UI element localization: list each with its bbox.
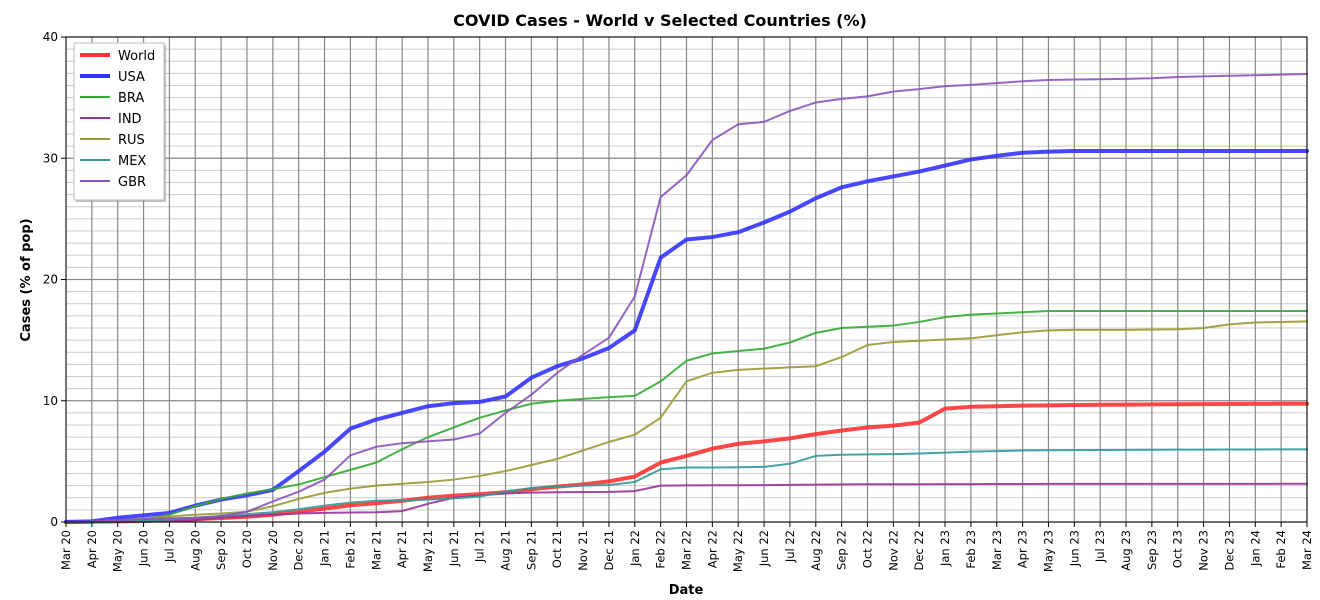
x-tick-label: Dec 21: [602, 530, 616, 571]
x-tick-label: May 23: [1041, 530, 1055, 572]
legend-label-mex: MEX: [118, 154, 146, 169]
x-tick-label: May 20: [111, 530, 125, 572]
x-tick-label: Oct 20: [240, 530, 254, 568]
x-tick-label: Feb 21: [343, 530, 357, 569]
series-line-gbr: [65, 72, 1308, 523]
x-tick-label: Dec 22: [912, 530, 926, 571]
x-tick-label: Dec 20: [292, 530, 306, 571]
series-line-mex: [65, 448, 1308, 523]
x-tick-label: Nov 23: [1197, 530, 1211, 571]
series-line-ind: [65, 482, 1308, 523]
series-layer: [64, 72, 1309, 524]
x-tick-label: Jun 21: [447, 530, 461, 567]
x-tick-label: Nov 21: [576, 530, 590, 571]
x-tick-label: Aug 22: [809, 530, 823, 571]
x-tick-label: Apr 21: [395, 530, 409, 568]
x-tick-label: Sep 23: [1145, 530, 1159, 570]
legend-label-rus: RUS: [118, 133, 145, 148]
legend: World USA BRA IND RUS MEX GBR: [73, 42, 166, 202]
y-axis-label: Cases (% of pop): [19, 218, 34, 341]
chart-title: COVID Cases - World v Selected Countries…: [453, 11, 867, 30]
x-tick-label: May 21: [421, 530, 435, 572]
x-tick-label: May 22: [731, 530, 745, 572]
legend-label-ind: IND: [118, 112, 142, 127]
y-tick-label: 0: [50, 515, 58, 529]
x-tick-label: Feb 23: [964, 530, 978, 569]
x-tick-label: Dec 23: [1222, 530, 1236, 571]
x-tick-label: Jun 22: [757, 530, 771, 567]
legend-box: [73, 42, 165, 201]
y-tick-label: 20: [43, 273, 58, 287]
x-tick-label: Jan 22: [628, 530, 642, 567]
x-tick-label: Aug 23: [1119, 530, 1133, 571]
series-line-rus: [65, 320, 1308, 523]
x-tick-label: Oct 22: [860, 530, 874, 568]
x-tick-label: Jul 21: [473, 530, 487, 563]
x-tick-label: Mar 22: [680, 530, 694, 570]
x-tick-label: Feb 22: [654, 530, 668, 569]
x-tick-label: Jan 24: [1248, 530, 1262, 567]
x-tick-label: Sep 22: [835, 530, 849, 570]
legend-label-gbr: GBR: [118, 175, 146, 190]
y-tick-label: 30: [43, 151, 58, 165]
x-tick-label: Sep 21: [524, 530, 538, 570]
x-tick-label: Apr 20: [85, 530, 99, 568]
y-tick-label: 40: [43, 30, 58, 44]
legend-label-usa: USA: [118, 70, 145, 85]
x-tick-label: Sep 20: [214, 530, 228, 570]
x-tick-label: Jun 23: [1067, 530, 1081, 567]
x-tick-label: Jan 21: [318, 530, 332, 567]
y-tick-label: 10: [43, 394, 58, 408]
x-tick-label: Oct 21: [550, 530, 564, 568]
legend-label-bra: BRA: [118, 91, 144, 106]
legend-label-world: World: [118, 49, 155, 64]
x-tick-label: Mar 20: [59, 530, 73, 570]
x-tick-label: Aug 20: [188, 530, 202, 571]
x-tick-label: Jun 20: [137, 530, 151, 567]
x-tick-label: Nov 22: [886, 530, 900, 571]
x-axis: Mar 20 Apr 20 May 20 Jun 20 Jul 20 Aug 20 Sep …: [59, 522, 1314, 572]
y-axis: 0 10 20 30 40: [43, 30, 66, 529]
x-tick-label: Apr 22: [705, 530, 719, 568]
series-line-bra: [65, 310, 1308, 523]
x-tick-label: Nov 20: [266, 530, 280, 571]
x-tick-label: Apr 23: [1016, 530, 1030, 568]
x-tick-label: Mar 23: [990, 530, 1004, 570]
x-tick-label: Mar 21: [369, 530, 383, 570]
x-tick-label: Jul 20: [162, 530, 176, 563]
x-tick-label: Mar 24: [1300, 530, 1314, 570]
x-tick-label: Feb 24: [1274, 530, 1288, 569]
x-tick-label: Oct 23: [1171, 530, 1185, 568]
x-tick-label: Jul 22: [783, 530, 797, 563]
x-tick-label: Jan 23: [938, 530, 952, 567]
x-tick-label: Aug 21: [499, 530, 513, 571]
x-tick-label: Jul 23: [1093, 530, 1107, 563]
x-axis-label: Date: [669, 583, 704, 598]
